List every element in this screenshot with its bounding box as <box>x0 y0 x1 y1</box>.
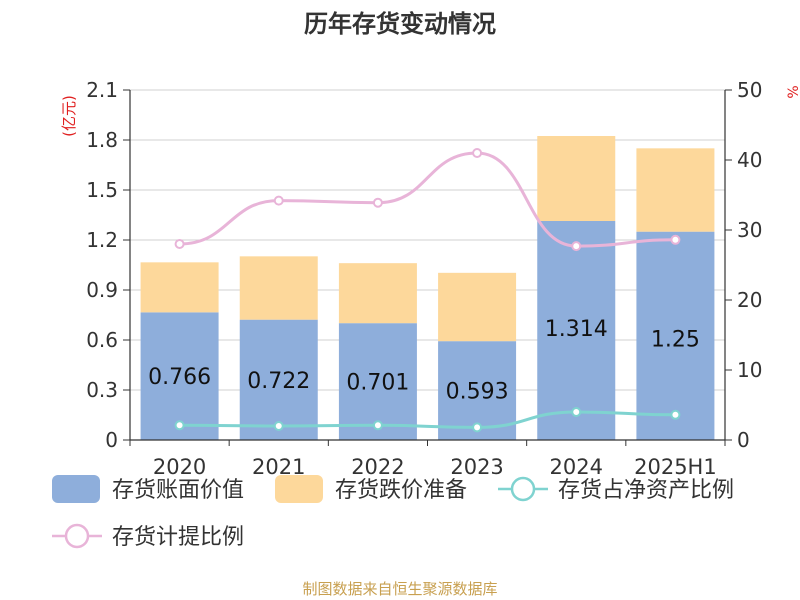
right-axis-unit-label: % <box>786 85 800 98</box>
legend-label: 存货跌价准备 <box>335 478 467 503</box>
x-tick-label: 2020 <box>153 455 206 479</box>
bar-value-label: 0.593 <box>446 380 509 405</box>
bar-value-label: 1.314 <box>545 317 608 342</box>
point-ratio-to-net-assets <box>273 421 284 431</box>
bars: 0.766 0.722 0.701 0.593 1.314 1.25 <box>140 136 715 440</box>
bar-value-label: 0.722 <box>247 369 310 394</box>
right-tick-label: 0 <box>737 428 750 452</box>
left-tick-label: 1.2 <box>86 228 118 252</box>
legend-label: 存货占净资产比例 <box>558 478 734 503</box>
line-ratio-to-net-assets <box>179 410 676 429</box>
point-provision-ratio <box>273 195 284 206</box>
point-provision-ratio <box>670 234 681 245</box>
left-axis-unit-label: (亿元) <box>60 95 78 137</box>
left-tick-label: 2.1 <box>86 78 118 102</box>
source-note: 制图数据来自恒生聚源数据库 <box>302 580 497 598</box>
x-tick-label: 2025H1 <box>634 455 717 479</box>
bar-impairment-reserve <box>438 272 517 342</box>
bar-value-label: 0.701 <box>346 371 409 396</box>
x-tick-label: 2023 <box>450 455 503 479</box>
legend-label: 存货计提比例 <box>112 525 244 550</box>
bar-value-label: 1.25 <box>651 328 700 353</box>
point-ratio-to-net-assets <box>472 422 483 433</box>
point-provision-ratio <box>174 239 185 249</box>
bar-impairment-reserve <box>537 136 616 221</box>
legend-swatch <box>275 475 323 503</box>
left-tick-label: 0.6 <box>86 328 118 352</box>
bar-book-value <box>636 231 715 440</box>
bar-book-value <box>537 221 616 440</box>
legend-marker <box>510 476 536 502</box>
x-tick-label: 2022 <box>351 455 404 479</box>
point-ratio-to-net-assets <box>372 420 383 431</box>
legend-marker <box>64 523 90 549</box>
left-tick-label: 0 <box>105 428 118 452</box>
left-tick-label: 0.3 <box>86 378 118 402</box>
series-lines <box>174 148 681 433</box>
bar-book-value <box>140 312 219 440</box>
bar-book-value <box>239 319 318 440</box>
right-tick-label: 50 <box>737 78 762 102</box>
point-ratio-to-net-assets <box>174 420 185 431</box>
x-tick-label: 2024 <box>550 455 603 479</box>
left-tick-label: 1.5 <box>86 178 118 202</box>
right-tick-label: 10 <box>737 358 762 382</box>
legend-swatch <box>52 475 100 503</box>
bar-impairment-reserve <box>338 263 417 324</box>
left-tick-label: 1.8 <box>86 128 118 152</box>
point-provision-ratio <box>372 197 383 208</box>
point-ratio-to-net-assets <box>571 407 582 417</box>
bar-impairment-reserve <box>239 256 318 320</box>
point-ratio-to-net-assets <box>670 409 681 420</box>
chart-title: 历年存货变动情况 <box>304 10 496 38</box>
bar-impairment-reserve <box>140 262 219 313</box>
left-tick-label: 0.9 <box>86 278 118 302</box>
right-tick-label: 30 <box>737 218 762 242</box>
right-tick-label: 40 <box>737 148 762 172</box>
right-tick-label: 20 <box>737 288 762 312</box>
point-provision-ratio <box>472 148 483 158</box>
point-provision-ratio <box>571 241 582 252</box>
bar-impairment-reserve <box>636 148 715 232</box>
bar-value-label: 0.766 <box>148 365 211 390</box>
gridlines <box>130 89 725 441</box>
axes: 0 0.3 0.6 0.9 1.2 1.5 1.8 2.1 0 10 20 30 40 50 2020 202… <box>86 78 762 479</box>
legend-label: 存货账面价值 <box>112 478 244 503</box>
